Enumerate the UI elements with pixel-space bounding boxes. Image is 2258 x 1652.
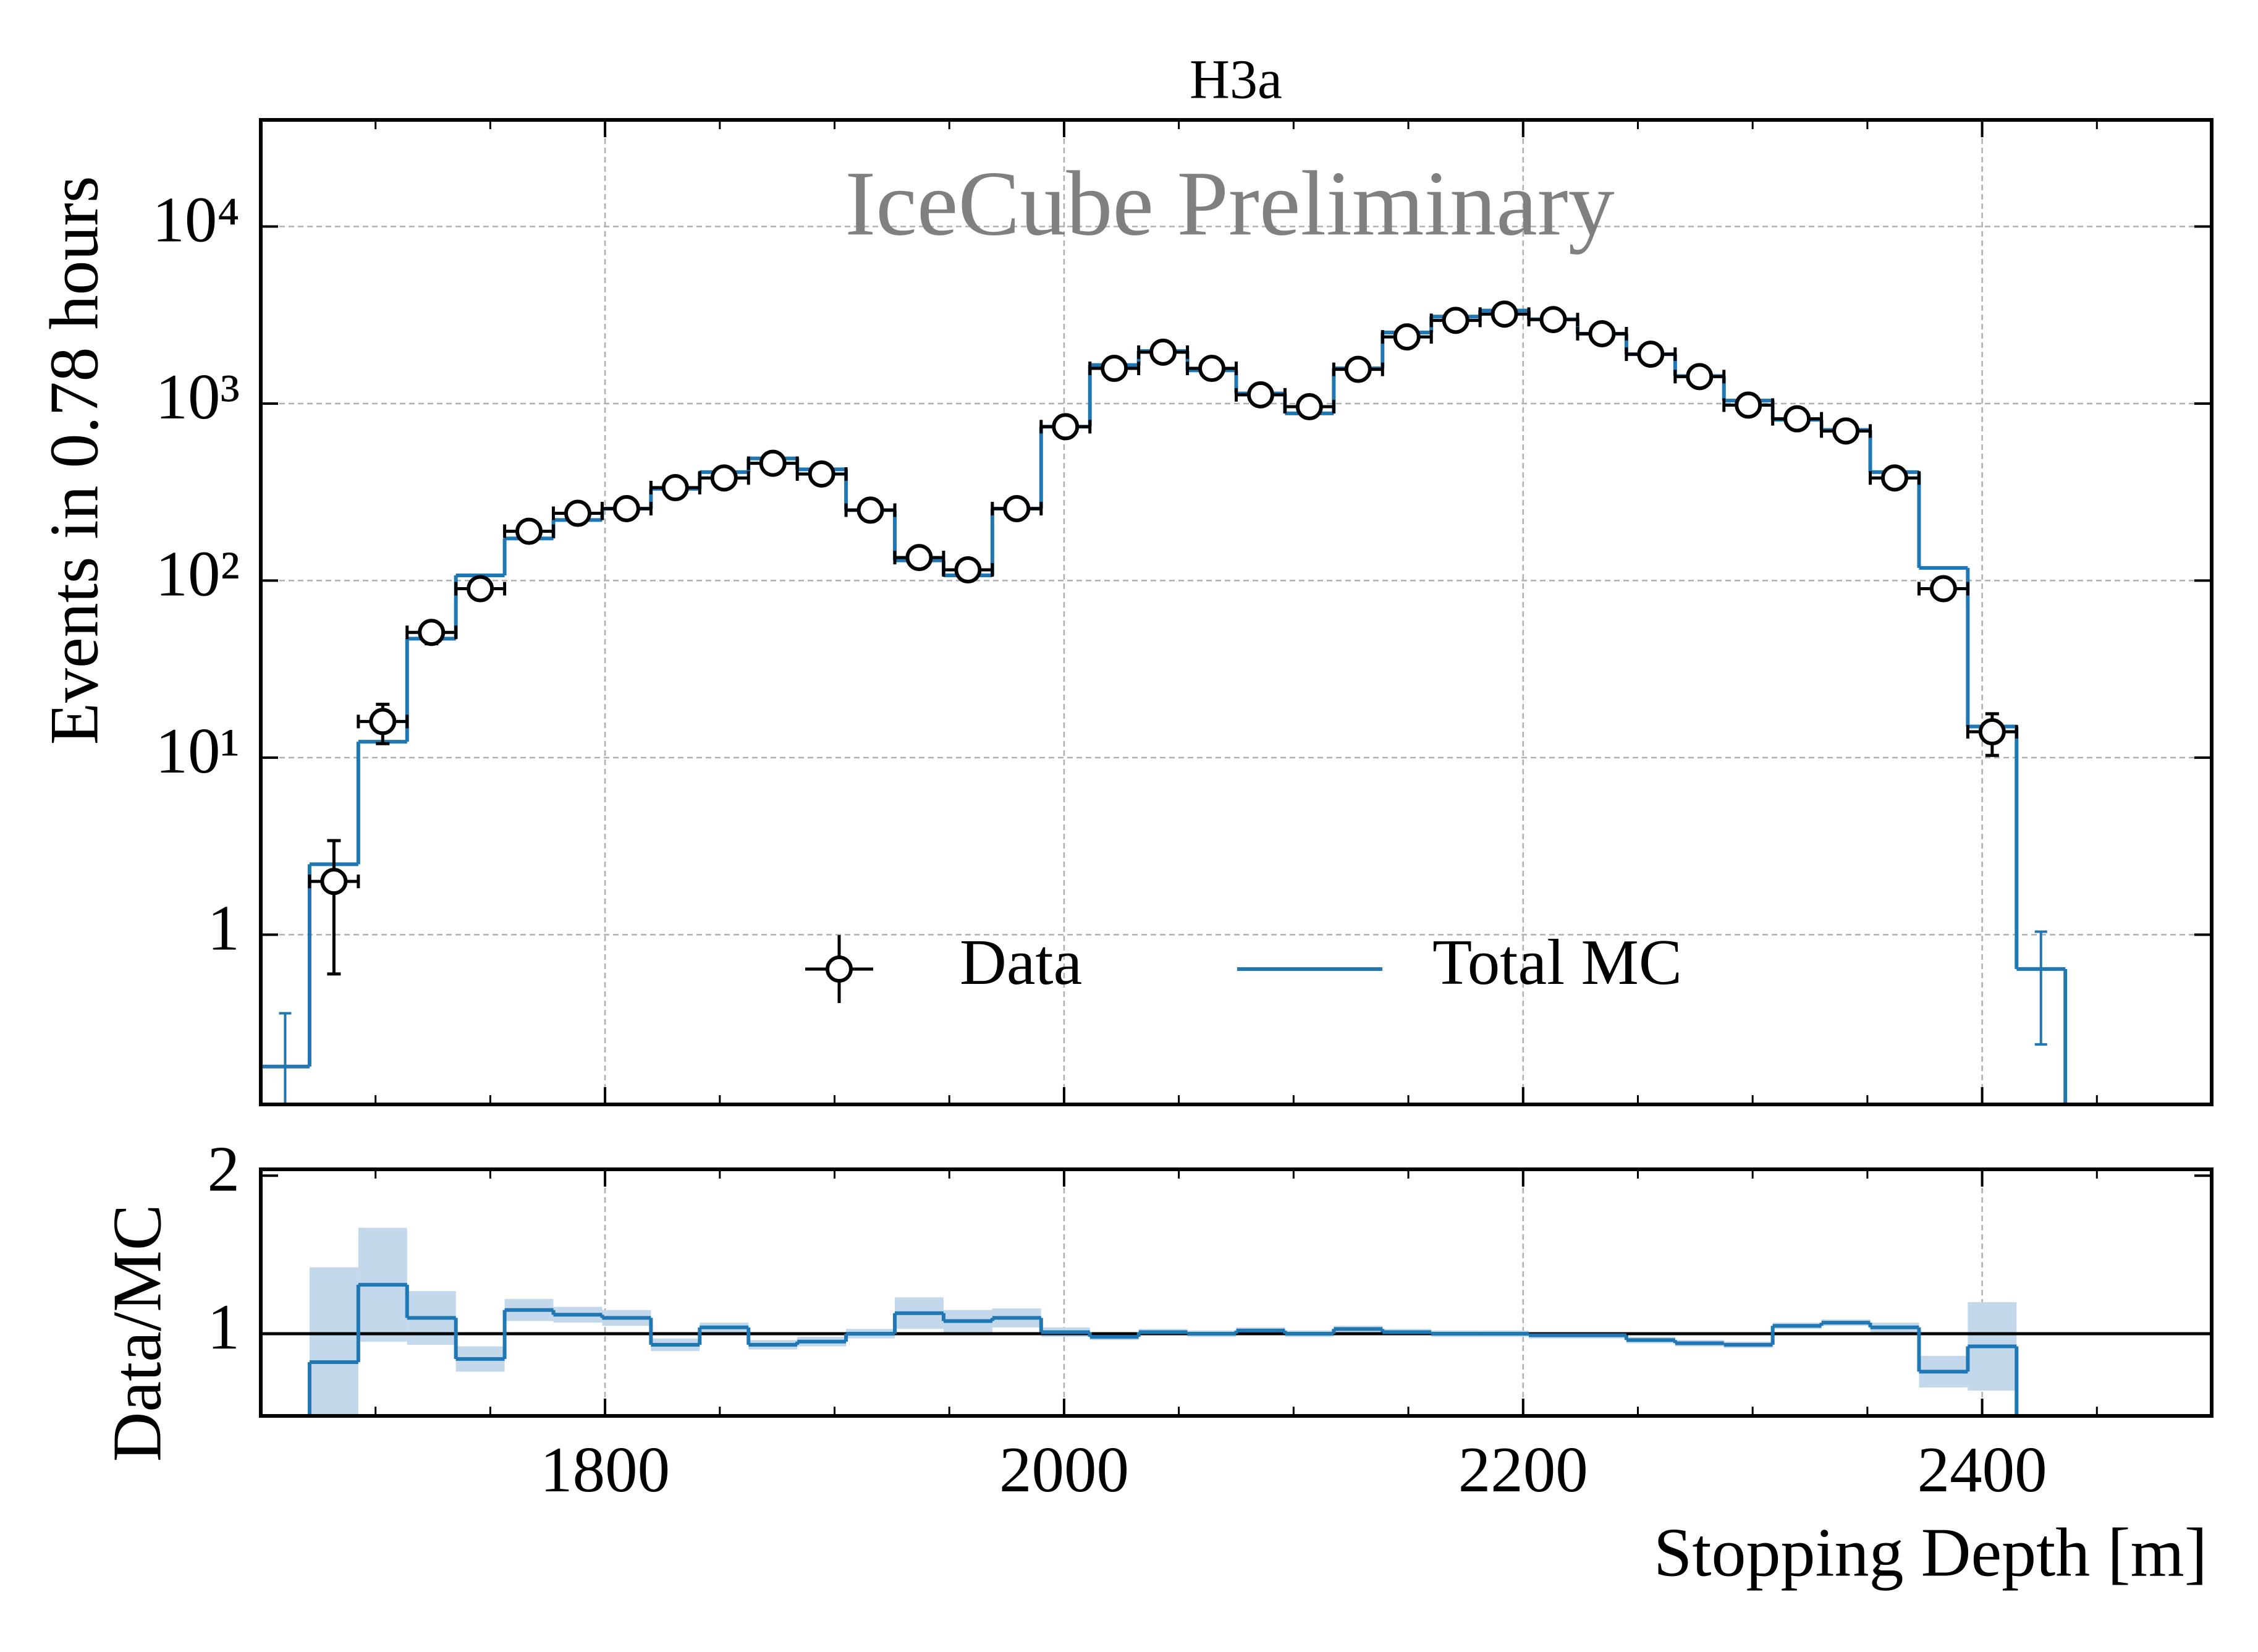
data-point	[808, 460, 835, 488]
data-point	[1978, 718, 2006, 746]
x-tick-label: 2000	[999, 1433, 1129, 1506]
chart-title: H3a	[1190, 49, 1282, 111]
data-point	[954, 556, 982, 584]
y-tick-label: 2	[208, 1132, 240, 1205]
annotation: IceCube Preliminary	[845, 152, 1614, 255]
data-point	[1052, 413, 1080, 441]
data-point	[418, 619, 446, 646]
data-point	[1735, 391, 1762, 419]
data-point	[467, 575, 494, 603]
data-point	[1588, 320, 1616, 347]
data-point	[369, 708, 397, 735]
data-point	[1003, 494, 1031, 522]
y-tick-label: 1	[208, 891, 240, 964]
data-point	[1880, 464, 1908, 492]
x-axis-label: Stopping Depth [m]	[1654, 1515, 2207, 1591]
data-point	[1198, 355, 1226, 383]
y-axis-label: Data/MC	[99, 1205, 176, 1462]
data-point	[1832, 417, 1860, 445]
x-tick-label: 1800	[540, 1433, 670, 1506]
data-point	[1101, 355, 1128, 383]
data-point	[856, 496, 884, 524]
y-tick-label: 10²	[156, 538, 240, 610]
plot-area	[261, 120, 2212, 1104]
x-tick-label: 2400	[1918, 1433, 2047, 1506]
data-point	[1783, 405, 1811, 433]
y-axis-label: Events in 0.78 hours	[36, 176, 113, 745]
data-point	[515, 517, 543, 545]
data-point	[1344, 355, 1372, 383]
legend-label: Data	[960, 926, 1082, 998]
data-point	[1539, 306, 1567, 334]
data-point	[564, 499, 592, 527]
data-point	[1686, 363, 1714, 391]
y-tick-label: 1	[208, 1290, 240, 1363]
y-tick-label: 10³	[156, 360, 240, 433]
axes-frame	[259, 1167, 2214, 1418]
data-point	[1393, 323, 1421, 351]
data-point	[1491, 300, 1518, 328]
ratio-uncertainty	[309, 1267, 358, 1416]
data-point	[661, 474, 689, 502]
axes-frame	[259, 118, 2214, 1106]
data-point	[1929, 575, 1957, 603]
data-point	[710, 464, 738, 492]
plot-area	[261, 1169, 2212, 1416]
data-point	[1295, 393, 1323, 421]
x-tick-label: 2200	[1458, 1433, 1588, 1506]
data-point	[1442, 307, 1469, 334]
legend-label: Total MC	[1432, 926, 1682, 998]
data-point	[612, 494, 640, 522]
data-point	[1246, 381, 1274, 409]
data-point	[320, 868, 348, 896]
data-point	[905, 544, 933, 572]
y-tick-label: 10¹	[156, 714, 240, 787]
y-tick-label: 10⁴	[152, 184, 240, 256]
data-point	[1149, 338, 1177, 366]
data-point	[759, 449, 787, 477]
legend-marker	[826, 955, 853, 983]
data-point	[1637, 341, 1665, 368]
